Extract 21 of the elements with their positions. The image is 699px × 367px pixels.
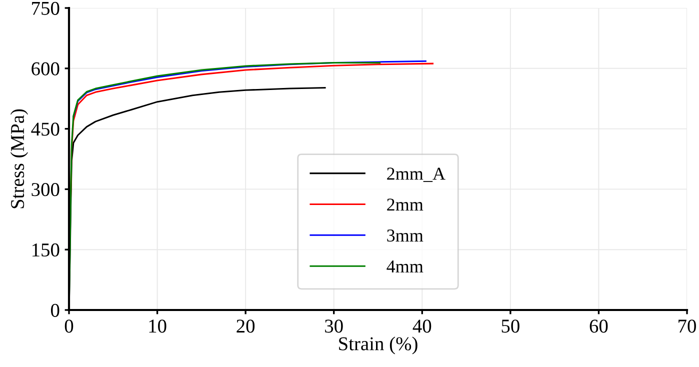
x-tick-label: 50	[502, 320, 520, 333]
y-tick-label: 0	[50, 304, 60, 317]
y-tick-label: 450	[31, 122, 60, 136]
x-tick-label: 60	[590, 320, 608, 333]
legend-label: 4mm	[386, 260, 424, 272]
x-tick-label: 40	[412, 320, 432, 333]
x-tick-label: 20	[236, 320, 255, 333]
x-tick-label: 0	[64, 320, 74, 333]
legend-label: 2mm	[387, 198, 424, 211]
x-tick-label: 30	[325, 320, 343, 333]
y-tick-label: 600	[32, 62, 60, 76]
x-tick-label: 70	[678, 320, 696, 333]
x-tick-label: 10	[149, 320, 166, 333]
y-tick-label: 300	[32, 183, 60, 196]
legend-label: 2mm_A	[387, 168, 446, 182]
legend-label: 3mm	[387, 230, 424, 242]
y-tick-label: 750	[32, 2, 60, 15]
y-axis-title: Stress (MPa)	[10, 109, 28, 208]
x-axis-title: Strain (%)	[339, 336, 418, 354]
line-series	[72, 60, 426, 118]
y-tick-label: 150	[32, 243, 60, 257]
